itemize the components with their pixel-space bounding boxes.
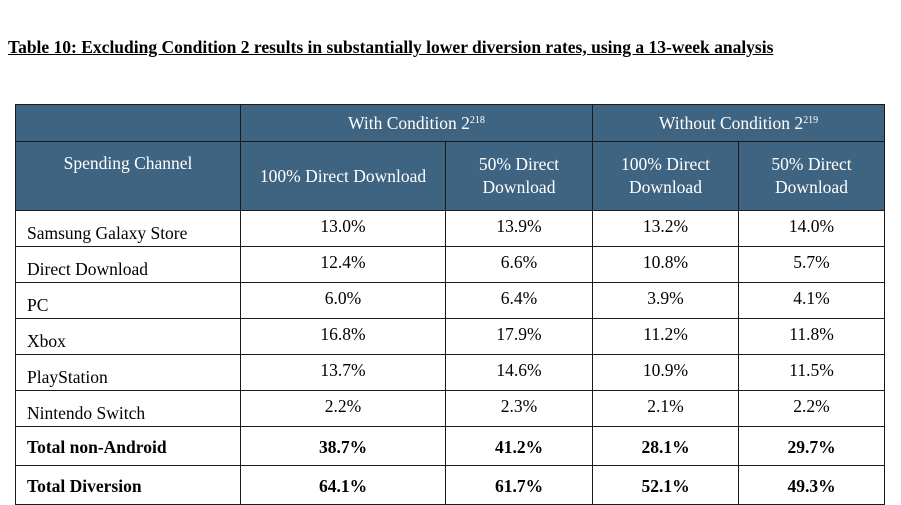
table-cell: 28.1% bbox=[592, 426, 739, 466]
table-cell: 41.2% bbox=[445, 426, 593, 466]
table-row: Direct Download 12.4% 6.6% 10.8% 5.7% bbox=[15, 246, 886, 283]
row-label-text: Total Diversion bbox=[27, 476, 142, 496]
table-row: Total non-Android 38.7% 41.2% 28.1% 29.7% bbox=[15, 426, 886, 466]
header-with-condition-2: With Condition 2218 bbox=[240, 104, 593, 142]
header-with-100-direct: 100% Direct Download bbox=[240, 141, 446, 211]
table-cell: 10.9% bbox=[592, 354, 739, 391]
table-cell: 13.7% bbox=[240, 354, 446, 391]
table-cell: 61.7% bbox=[445, 465, 593, 505]
table-row: PC 6.0% 6.4% 3.9% 4.1% bbox=[15, 282, 886, 319]
header-row-groups: With Condition 2218 Without Condition 22… bbox=[15, 104, 886, 142]
row-label-text: Direct Download bbox=[27, 259, 149, 279]
table-cell: 6.0% bbox=[240, 282, 446, 319]
row-label: Xbox bbox=[15, 318, 241, 355]
header-spending-channel: Spending Channel bbox=[15, 141, 241, 211]
row-label: Total Diversion bbox=[15, 465, 241, 505]
table-cell: 10.8% bbox=[592, 246, 739, 283]
table-cell: 2.3% bbox=[445, 390, 593, 427]
table-cell: 52.1% bbox=[592, 465, 739, 505]
table-cell: 4.1% bbox=[737, 282, 886, 319]
table-cell: 13.0% bbox=[240, 210, 446, 247]
row-label-text: PC bbox=[27, 295, 49, 315]
row-label: PlayStation bbox=[15, 354, 241, 391]
row-label: Total non-Android bbox=[15, 426, 241, 466]
row-label: PC bbox=[15, 282, 241, 319]
table-row: Xbox 16.8% 17.9% 11.2% 11.8% bbox=[15, 318, 886, 355]
header-with-50-direct: 50% Direct Download bbox=[445, 141, 593, 211]
table-cell: 16.8% bbox=[240, 318, 446, 355]
table-cell: 64.1% bbox=[240, 465, 446, 505]
table-cell: 13.2% bbox=[592, 210, 739, 247]
table-cell: 49.3% bbox=[737, 465, 886, 505]
table-cell: 6.6% bbox=[445, 246, 593, 283]
table-cell: 38.7% bbox=[240, 426, 446, 466]
row-label-text: Nintendo Switch bbox=[27, 403, 146, 423]
table-cell: 2.2% bbox=[240, 390, 446, 427]
table-cell: 14.0% bbox=[737, 210, 886, 247]
footnote-219: 219 bbox=[803, 114, 819, 126]
row-label: Nintendo Switch bbox=[15, 390, 241, 427]
table-cell: 29.7% bbox=[737, 426, 886, 466]
header-without-50-direct: 50% Direct Download bbox=[737, 141, 886, 211]
header-row-columns: Spending Channel 100% Direct Download 50… bbox=[15, 141, 886, 211]
table-cell: 2.2% bbox=[737, 390, 886, 427]
table-cell: 2.1% bbox=[592, 390, 739, 427]
table-cell: 6.4% bbox=[445, 282, 593, 319]
table-row: Total Diversion 64.1% 61.7% 52.1% 49.3% bbox=[15, 465, 886, 505]
diversion-table: With Condition 2218 Without Condition 22… bbox=[15, 104, 886, 505]
table-row: PlayStation 13.7% 14.6% 10.9% 11.5% bbox=[15, 354, 886, 391]
row-label: Direct Download bbox=[15, 246, 241, 283]
table-cell: 14.6% bbox=[445, 354, 593, 391]
table-title: Table 10: Excluding Condition 2 results … bbox=[8, 37, 774, 57]
row-label-text: PlayStation bbox=[27, 367, 108, 387]
table-cell: 11.8% bbox=[737, 318, 886, 355]
table-cell: 5.7% bbox=[737, 246, 886, 283]
header-empty-cell bbox=[15, 104, 241, 142]
table-row: Nintendo Switch 2.2% 2.3% 2.1% 2.2% bbox=[15, 390, 886, 427]
header-without-100-direct: 100% Direct Download bbox=[592, 141, 739, 211]
table-cell: 13.9% bbox=[445, 210, 593, 247]
table-cell: 17.9% bbox=[445, 318, 593, 355]
header-without-condition-2: Without Condition 2219 bbox=[591, 104, 886, 142]
table-row: Samsung Galaxy Store 13.0% 13.9% 13.2% 14.0% bbox=[15, 210, 886, 247]
row-label: Samsung Galaxy Store bbox=[15, 210, 241, 247]
table-cell: 11.5% bbox=[737, 354, 886, 391]
row-label-text: Xbox bbox=[27, 331, 66, 351]
footnote-218: 218 bbox=[469, 114, 485, 126]
table-cell: 12.4% bbox=[240, 246, 446, 283]
row-label-text: Samsung Galaxy Store bbox=[27, 223, 188, 243]
table-cell: 11.2% bbox=[592, 318, 739, 355]
table-cell: 3.9% bbox=[592, 282, 739, 319]
row-label-text: Total non-Android bbox=[27, 437, 167, 457]
